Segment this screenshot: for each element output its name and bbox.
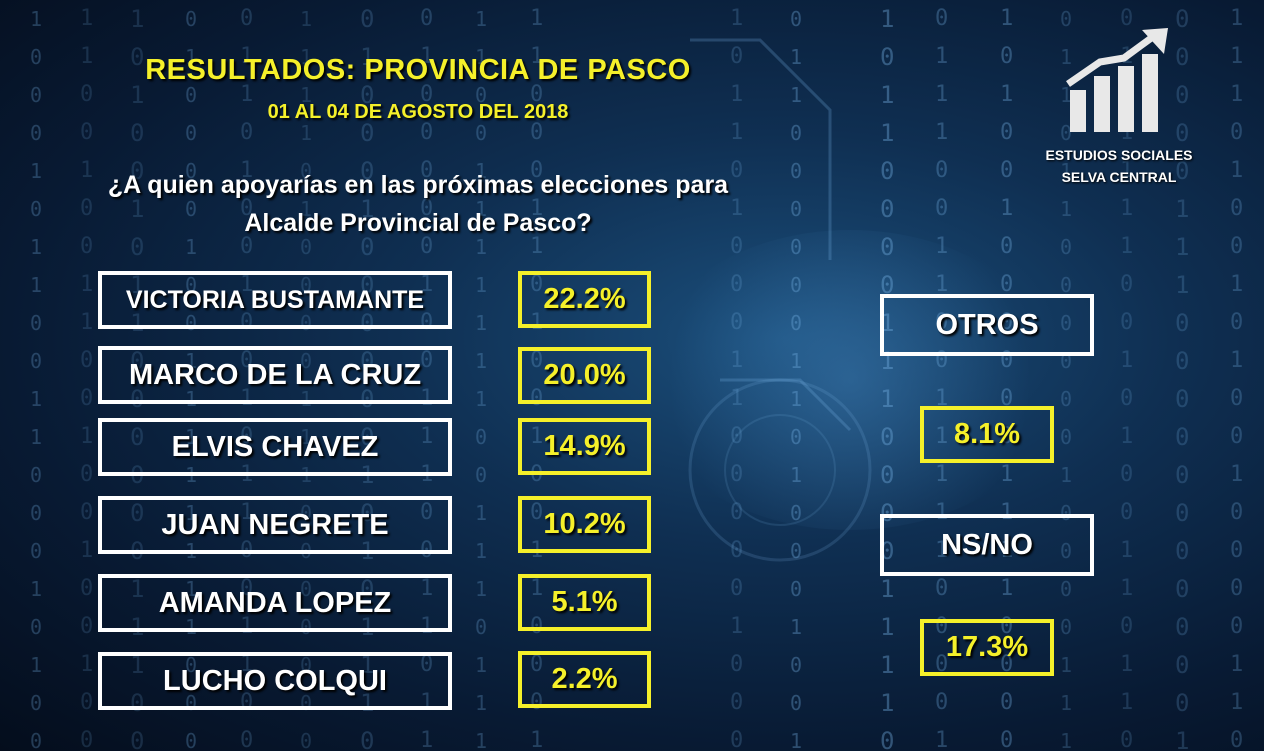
candidate-percent-box: 10.2% (518, 496, 651, 553)
binary-digit-column: 0 0 0 0 0 1 1 1 0 0 0 0 0 0 0 0 0 0 0 1 (1175, 5, 1190, 751)
logo-text-line-1: ESTUDIOS SOCIALES (1045, 147, 1193, 163)
candidate-name-box: MARCO DE LA CRUZ (98, 346, 452, 404)
undecided-percent-box: 17.3% (920, 619, 1054, 676)
candidate-name-box: AMANDA LOPEZ (98, 574, 452, 632)
candidate-name-box: JUAN NEGRETE (98, 496, 452, 554)
survey-question-line-2: Alcalde Provincial de Pasco? (244, 209, 592, 237)
survey-date: 01 AL 04 DE AGOSTO DEL 2018 (267, 101, 569, 123)
bar-chart-growth-icon (1066, 28, 1168, 132)
undecided-label-box: NS/NO (880, 514, 1094, 576)
page-title: RESULTADOS: PROVINCIA DE PASCO (145, 54, 691, 86)
logo-text-line-2: SELVA CENTRAL (1061, 169, 1177, 185)
others-label-box: OTROS (880, 294, 1094, 356)
candidate-name-box: VICTORIA BUSTAMANTE (98, 271, 452, 329)
background-glow (640, 230, 1060, 530)
survey-question-line-1: ¿A quien apoyarías en las próximas elecc… (107, 171, 729, 199)
candidate-percent-box: 2.2% (518, 651, 651, 708)
candidate-name-box: LUCHO COLQUI (98, 652, 452, 710)
candidate-percent-box: 14.9% (518, 418, 651, 475)
candidate-name-box: ELVIS CHAVEZ (98, 418, 452, 476)
others-percent-box: 8.1% (920, 406, 1054, 463)
candidate-percent-box: 20.0% (518, 347, 651, 404)
candidate-percent-box: 5.1% (518, 574, 651, 631)
binary-digit-column: 1 0 1 1 0 0 0 0 1 1 1 0 0 0 0 1 1 1 1 0 (880, 5, 895, 751)
candidate-percent-box: 22.2% (518, 271, 651, 328)
binary-digit-column: 1 1 1 0 1 0 0 1 0 1 0 0 1 0 0 0 0 1 1 0 (1230, 6, 1244, 751)
